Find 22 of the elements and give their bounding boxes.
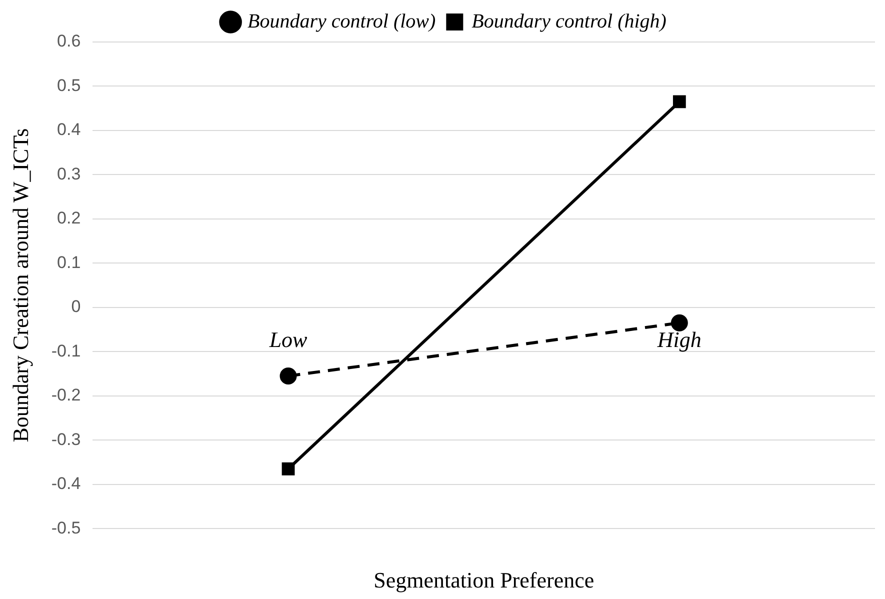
- x-axis-title: Segmentation Preference: [374, 568, 594, 593]
- legend-label: Boundary control (high): [472, 10, 667, 32]
- y-tick-label: 0.5: [57, 76, 81, 95]
- point: [280, 367, 297, 384]
- y-tick-label: -0.5: [51, 518, 81, 538]
- y-tick-label: -0.3: [51, 430, 81, 449]
- x-tick-label: Low: [268, 327, 308, 352]
- y-tick-label: -0.2: [51, 386, 81, 405]
- point: [282, 462, 295, 476]
- y-tick-label: 0.4: [57, 120, 81, 140]
- y-tick-label: 0.3: [57, 164, 81, 184]
- y-tick-label: -0.1: [51, 341, 81, 360]
- legend-label: Boundary control (low): [248, 10, 436, 32]
- y-tick-label: 0.6: [57, 32, 81, 51]
- x-tick-label: High: [656, 327, 702, 352]
- y-axis-title: Boundary Creation around W_ICTs: [8, 128, 33, 442]
- y-tick-label: 0.1: [57, 252, 81, 272]
- y-tick-label: 0: [71, 297, 81, 316]
- y-tick-label: 0.2: [57, 208, 81, 228]
- point: [670, 314, 688, 332]
- y-tick-label: -0.4: [51, 474, 81, 494]
- point: [672, 95, 686, 108]
